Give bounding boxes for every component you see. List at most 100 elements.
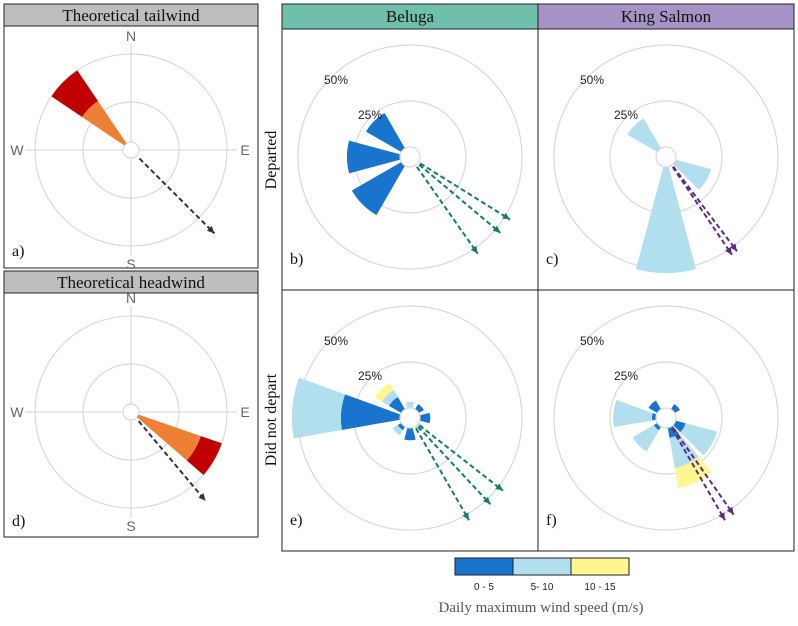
departure-direction-arrow (672, 165, 738, 252)
wedge-outer (186, 436, 222, 475)
departure-direction-arrow-head (470, 245, 478, 254)
center-hole (122, 141, 140, 159)
departure-direction-arrow (419, 162, 511, 221)
rose-sector-7-bin-0 (397, 423, 405, 431)
rose-sector-4-bin-0 (419, 412, 431, 424)
rose-sector-2-bin-0 (351, 162, 405, 216)
rose-sector-2-bin-1 (405, 401, 415, 409)
beluga-header (281, 3, 539, 30)
center-hole (399, 407, 421, 429)
compass-label-s: S (126, 518, 135, 534)
rose-sector-1-bin-1 (632, 425, 659, 452)
panel-label: e) (290, 512, 302, 529)
legend-label-5-10: 5- 10 (531, 582, 554, 593)
legend: 0 - 5 5- 10 10 - 15 Daily maximum wind s… (439, 557, 644, 616)
panel-label: d) (12, 513, 25, 530)
headwind-panel (3, 292, 259, 538)
departure-direction-arrow (671, 427, 726, 521)
panel-b-rose: 25% 50% b) (290, 44, 523, 270)
rose-sector-7-bin-1 (392, 425, 403, 436)
rose-sector-2-bin-0 (648, 400, 661, 413)
departure-direction-arrow-head (483, 496, 491, 505)
grid-ring-2 (553, 305, 779, 531)
legend-swatch-10-15 (570, 557, 630, 576)
legend-swatch-0-5 (454, 557, 514, 576)
compass-label-e: E (240, 404, 249, 420)
ring-label-50: 50% (580, 73, 604, 87)
departure-direction-arrow (418, 163, 502, 234)
compass-label-s: S (126, 256, 135, 272)
wedge-outer (51, 70, 98, 117)
legend-label-0-5: 0 - 5 (474, 582, 494, 593)
center-hole (122, 403, 140, 421)
rose-sector-5-bin-2 (674, 456, 712, 489)
travel-direction-arrow (138, 157, 216, 235)
legend-label-10-15: 10 - 15 (584, 582, 616, 593)
panel-label: c) (546, 251, 558, 268)
departure-direction-arrow (418, 424, 504, 492)
tailwind-title: Theoretical tailwind (62, 6, 200, 25)
departure-direction-arrow-head (725, 246, 732, 255)
ring-label-50: 50% (324, 334, 348, 348)
ring-label-25: 25% (614, 108, 638, 122)
rose-sector-0-bin-0 (340, 394, 401, 431)
travel-direction-arrow-head (198, 493, 206, 501)
rose-sector-0-bin-0 (366, 113, 405, 152)
rose-sector-1-bin-0 (346, 140, 401, 174)
rose-sector-0-bin-1 (627, 118, 661, 152)
king-salmon-title: King Salmon (621, 7, 712, 26)
grid-ring-1 (609, 361, 723, 475)
panel-label: f) (546, 512, 557, 529)
wedge-inner (137, 414, 201, 461)
panel-label: a) (12, 243, 24, 260)
rose-sector-0-bin-1 (613, 399, 653, 428)
rose-sector-4-bin-1 (680, 423, 718, 456)
compass-label-e: E (240, 142, 249, 158)
center-hole (655, 407, 677, 429)
departure-direction-arrow (417, 426, 492, 505)
departure-direction-arrow-head (502, 212, 511, 220)
panel-d-rose: N E S Wd) (10, 290, 249, 534)
departure-direction-arrow-head (729, 243, 738, 252)
departure-direction-arrow (415, 427, 470, 521)
panel-label: b) (290, 251, 303, 268)
rose-sector-6-bin-0 (404, 427, 416, 441)
rose-sector-0-bin-1 (291, 377, 346, 439)
king-salmon-header (537, 3, 795, 30)
panel-f-rose: 25% 50% f) (546, 305, 779, 531)
departure-direction-arrow-head (726, 506, 734, 515)
departure-direction-arrow-head (718, 512, 725, 521)
departure-direction-arrow (672, 427, 735, 516)
compass-label-w: W (10, 404, 24, 420)
rose-sector-1-bin-1 (673, 159, 712, 191)
legend-title: Daily maximum wind speed (m/s) (439, 600, 644, 616)
compass-label-n: N (126, 28, 136, 44)
panel-c-rose: 25% 50% c) (546, 44, 779, 274)
wedge-inner (82, 101, 127, 146)
center-hole (399, 146, 421, 168)
panel-e-rose: 25% 50% e) (290, 305, 523, 531)
departure-direction-arrow-head (495, 483, 503, 491)
rose-sector-2-bin-1 (635, 166, 697, 274)
departure-direction-arrow-head (492, 225, 501, 233)
beluga-title: Beluga (386, 7, 435, 26)
ring-label-25: 25% (358, 369, 382, 383)
compass-label-n: N (126, 290, 136, 306)
rose-sector-1-bin-0 (653, 423, 661, 431)
travel-direction-arrow-head (206, 225, 215, 234)
ring-label-50: 50% (580, 334, 604, 348)
legend-swatch-5-10 (512, 557, 572, 576)
rose-sector-1-bin-0 (388, 396, 405, 413)
departure-direction-arrow-head (462, 512, 469, 521)
departure-direction-arrow (416, 166, 479, 255)
compass-label-w: W (10, 142, 24, 158)
tailwind-panel (3, 25, 259, 269)
rose-sector-1-bin-2 (374, 382, 394, 402)
row-label-departed: Departed (263, 131, 280, 190)
ring-label-25: 25% (614, 369, 638, 383)
rose-sector-1-bin-1 (381, 389, 398, 406)
rose-sector-4-bin-0 (673, 420, 686, 433)
departure-direction-arrow (671, 166, 733, 256)
row-label-did-not-depart: Did not depart (263, 373, 280, 466)
